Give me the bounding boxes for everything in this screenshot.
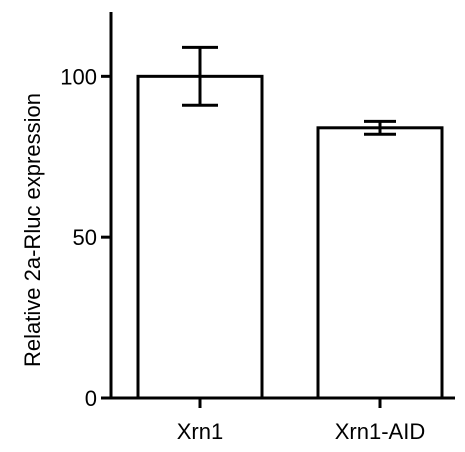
bar-xrn1-aid	[316, 126, 444, 400]
error-bars-layer	[182, 45, 396, 136]
bar-xrn1	[136, 74, 264, 400]
bars-layer	[136, 74, 444, 400]
x-tick-label: Xrn1-AID	[335, 419, 425, 444]
y-axis-title: Relative 2a-Rluc expression	[20, 93, 45, 367]
labels-layer: 0 50 100 Xrn1 Xrn1-AID	[60, 64, 425, 444]
y-tick-label: 100	[60, 64, 97, 89]
x-tick-label: Xrn1	[177, 419, 223, 444]
y-tick-label: 0	[85, 386, 97, 411]
y-tick-label: 50	[73, 225, 97, 250]
axes-layer	[101, 12, 455, 408]
error-bar-xrn1	[182, 45, 218, 107]
error-bar-xrn1-aid	[364, 119, 396, 136]
